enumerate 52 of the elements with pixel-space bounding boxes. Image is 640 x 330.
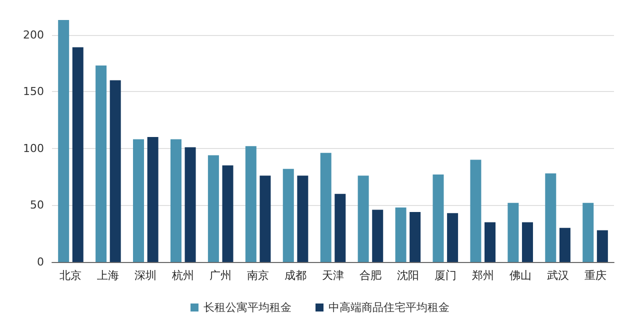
bar [508,202,519,262]
bar [470,160,482,262]
bar [147,137,158,262]
bar [184,147,196,262]
x-tick-label: 武汉 [546,269,569,282]
y-tick-label: 150 [23,85,44,98]
x-tick-label: 合肥 [359,269,382,282]
y-tick-label: 0 [37,256,44,268]
bar [96,65,107,262]
bar [395,207,406,262]
y-tick-label: 200 [23,28,44,42]
bar [410,212,421,262]
bar [170,139,182,262]
bar [110,80,121,262]
legend-label: 长租公寓平均租金 [204,301,292,314]
x-tick-label: 成都 [284,269,307,282]
bar [334,194,346,262]
bar [447,213,458,262]
bar [522,222,533,262]
bar [260,176,271,262]
x-tick-label: 厦门 [434,269,456,282]
bar [58,20,70,262]
bar [432,174,444,262]
y-tick-label: 50 [30,198,44,212]
bar [484,222,496,262]
bar [582,202,594,262]
bar [372,210,384,262]
x-tick-label: 佛山 [509,269,532,282]
bar [358,176,369,262]
x-tick-label: 南京 [247,269,270,282]
x-tick-label: 深圳 [134,269,157,282]
bar [208,155,219,262]
x-tick-label: 杭州 [171,269,194,282]
x-tick-label: 上海 [97,269,120,282]
bar [596,230,608,262]
x-tick-label: 广州 [210,269,232,282]
bar [245,146,256,262]
bar [297,176,308,262]
bar [282,168,294,262]
x-tick-label: 沈阳 [396,269,419,282]
x-tick-label: 郑州 [472,269,494,282]
bar [72,47,84,262]
y-tick-label: 100 [23,142,44,155]
bar [320,152,332,262]
x-tick-label: 重庆 [584,269,606,282]
legend-label: 中高端商品住宅平均租金 [328,301,450,314]
x-tick-label: 北京 [60,269,82,282]
bar [133,139,144,262]
bar [545,173,556,262]
bar [559,228,570,262]
bar [222,165,234,262]
x-tick-label: 天津 [322,269,344,282]
